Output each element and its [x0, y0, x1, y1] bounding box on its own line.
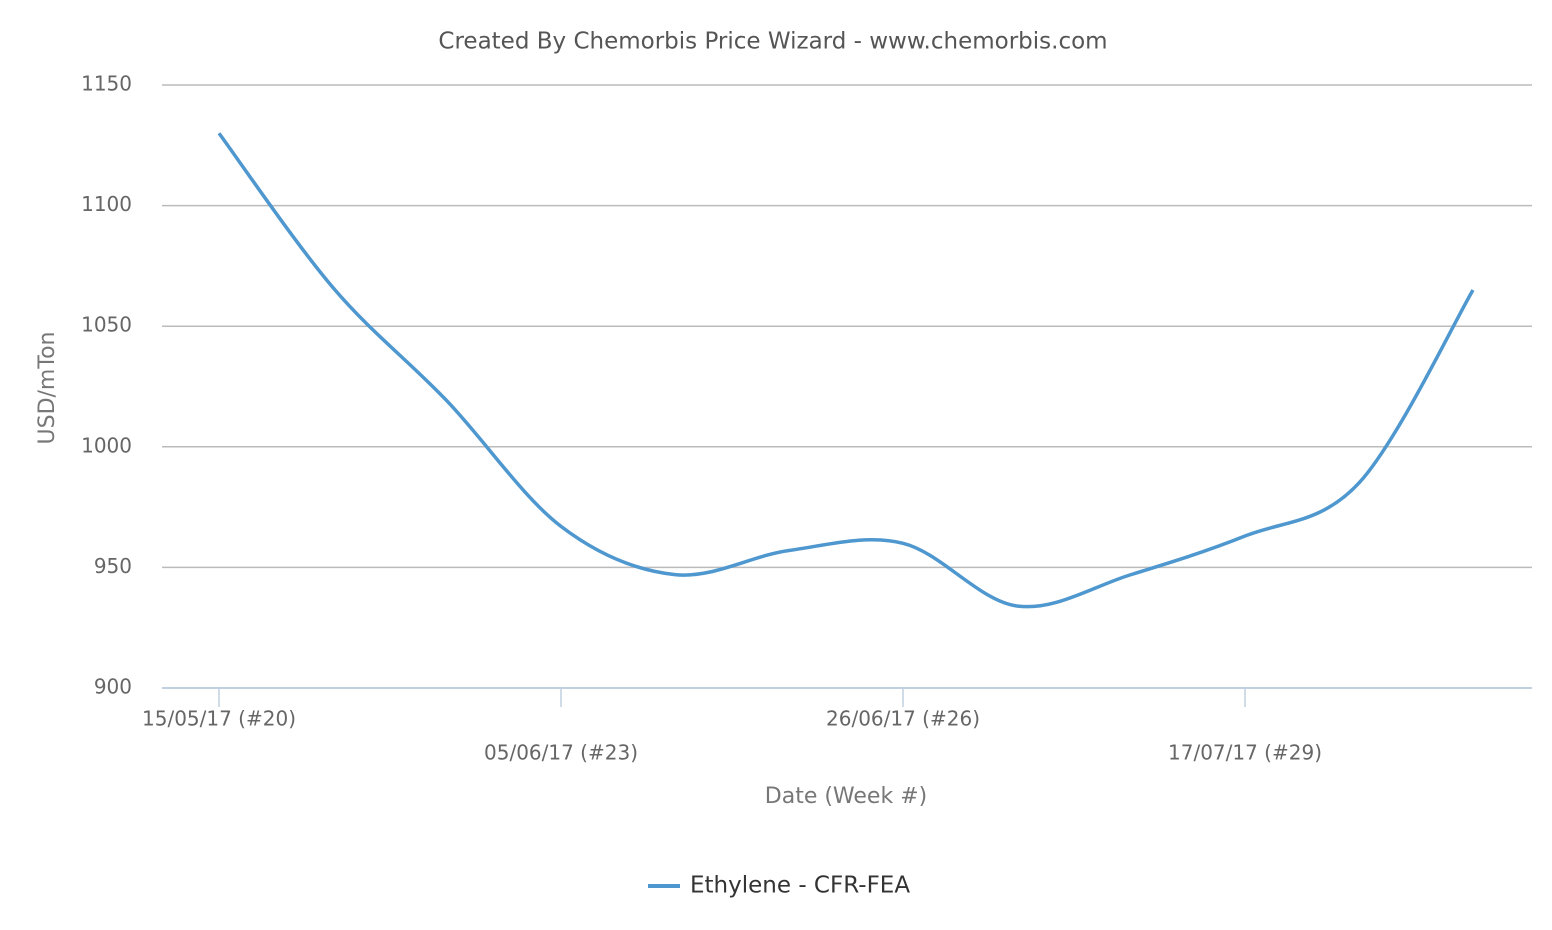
legend-label: Ethylene - CFR-FEA: [690, 873, 910, 899]
y-tick-label: 950: [94, 554, 132, 578]
data-line: [217, 132, 1475, 609]
y-tick-label: 1150: [81, 72, 132, 96]
y-tick-label: 1100: [81, 192, 132, 216]
y-tick-label: 900: [94, 675, 132, 699]
x-tick-label: 05/06/17 (#23): [484, 741, 638, 765]
x-tick-label: 15/05/17 (#20): [142, 707, 296, 731]
x-tick-label: 26/06/17 (#26): [826, 707, 980, 731]
y-axis-label: USD/mTon: [35, 332, 60, 445]
x-axis-label: Date (Week #): [765, 784, 927, 809]
y-tick-label: 1050: [81, 313, 132, 337]
chart-title: Created By Chemorbis Price Wizard - www.…: [438, 29, 1107, 55]
y-tick-label: 1000: [81, 433, 132, 457]
x-tick-label: 17/07/17 (#29): [1168, 741, 1322, 765]
